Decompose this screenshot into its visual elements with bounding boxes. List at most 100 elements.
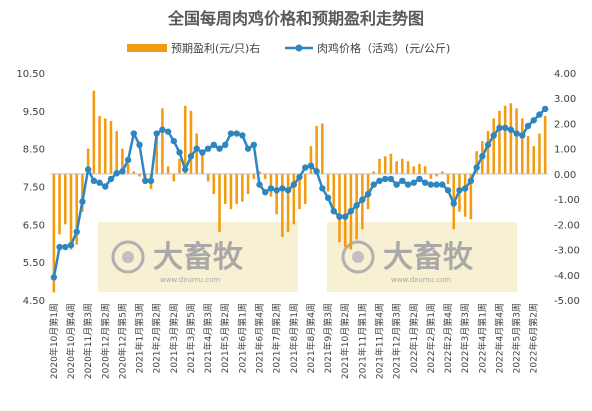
y-right-tick-label: -2.00 [554, 220, 580, 231]
profit-bar [321, 123, 324, 174]
y-left-tick-label: 4.50 [23, 296, 45, 307]
x-tick-label: 2021年11月第1周 [356, 303, 368, 379]
price-point [136, 141, 143, 149]
price-point [73, 228, 80, 236]
watermark-text: 大畜牧 [153, 240, 244, 275]
y-left-tick-label: 6.50 [23, 220, 45, 231]
price-point [79, 198, 86, 205]
price-point [96, 179, 103, 186]
price-point [313, 168, 320, 175]
price-point [381, 175, 389, 183]
profit-bar [498, 110, 501, 174]
price-point [182, 166, 189, 173]
profit-bar [298, 173, 301, 210]
y-axis-right: -5.00 -4.00 -3.00 -2.00 -1.00 0.00 1.00 2.00 3.0… [554, 69, 580, 307]
profit-bar [103, 118, 107, 174]
price-point [444, 187, 452, 194]
x-tick-label: 2022年1月第2周 [408, 303, 420, 373]
x-tick-label: 2021年8月第1周 [288, 303, 300, 373]
price-point [296, 173, 303, 181]
price-point [164, 128, 172, 135]
profit-bar [303, 173, 307, 205]
x-tick-label: 2020年11月第3周 [82, 303, 94, 379]
profit-bar [121, 148, 124, 174]
price-point [193, 145, 200, 152]
price-point [330, 207, 337, 215]
x-tick-label: 2020年10月第4周 [65, 303, 77, 379]
profit-bar [435, 173, 438, 177]
price-point [199, 149, 206, 156]
price-point [84, 166, 92, 173]
profit-bar [69, 173, 73, 250]
price-point [393, 181, 400, 188]
x-tick-label: 2020年10月第1周 [48, 303, 60, 379]
profit-bar [338, 173, 341, 242]
y-right-tick-label: -5.00 [554, 296, 580, 307]
profit-bar [86, 148, 90, 174]
legend: 预期盈利(元/只)右 肉鸡价格（活鸡）(元/公斤) [127, 41, 450, 55]
y-right-tick-label: 0.00 [554, 170, 576, 181]
price-point [404, 181, 412, 188]
profit-bar [509, 103, 513, 174]
price-point [262, 188, 269, 196]
profit-bar [309, 146, 313, 174]
profit-bar [326, 173, 330, 192]
profit-bar [492, 118, 496, 174]
profit-bar [63, 173, 67, 225]
profit-bar [195, 133, 198, 174]
price-point [359, 196, 366, 203]
price-point [222, 141, 229, 149]
price-point [67, 241, 75, 249]
x-tick-label: 2021年12月第3周 [391, 303, 403, 379]
profit-bar [463, 173, 467, 217]
price-point [433, 181, 440, 188]
profit-bar [98, 115, 101, 174]
y-right-tick-label: -1.00 [554, 195, 580, 206]
profit-bar [521, 118, 524, 174]
watermark-url: www.dxumu.com [391, 276, 451, 284]
price-point [507, 126, 515, 133]
watermark-text: 大畜牧 [383, 240, 474, 275]
profit-bar [315, 125, 318, 174]
x-tick-label: 2022年6月第2周 [528, 303, 540, 373]
price-point [170, 137, 178, 145]
price-point [536, 111, 543, 118]
profit-bar [206, 173, 210, 182]
profit-bar [286, 173, 290, 232]
y-axis-left: 4.50 5.50 6.50 7.50 8.50 9.50 10.50 [16, 69, 45, 307]
profit-bar [543, 115, 547, 174]
price-point [473, 164, 480, 171]
legend-label-line: 肉鸡价格（活鸡）(元/公斤) [317, 41, 450, 55]
price-point [250, 141, 257, 149]
watermark-logo-icon [341, 240, 375, 274]
profit-bar [372, 171, 376, 174]
price-point [216, 145, 223, 152]
price-point [484, 141, 492, 149]
x-tick-label: 2021年3月第2周 [168, 303, 180, 373]
price-point [496, 124, 503, 132]
profit-bar [246, 173, 250, 195]
profit-bar [515, 108, 518, 174]
price-point [387, 175, 395, 183]
profit-bar [412, 166, 416, 174]
profit-bar [486, 131, 490, 174]
profit-bar [263, 173, 267, 179]
y-left-tick-label: 5.50 [23, 258, 45, 269]
profit-bars [52, 90, 547, 293]
price-point [227, 130, 235, 137]
price-point [119, 168, 126, 175]
y-right-tick-label: -3.00 [554, 246, 580, 257]
y-right-tick-label: 1.00 [554, 145, 576, 156]
price-point [336, 213, 343, 220]
y-right-tick-label: 3.00 [554, 94, 576, 105]
price-point [107, 175, 115, 183]
price-point [364, 190, 372, 198]
profit-bar [75, 173, 78, 245]
profit-bar [212, 173, 216, 195]
profit-bar [172, 173, 176, 182]
price-point [267, 185, 275, 192]
y-left-tick-label: 10.50 [16, 69, 45, 80]
watermark-right: 大畜牧 www.dxumu.com [327, 222, 517, 292]
profit-bar [406, 161, 410, 174]
price-point [187, 153, 195, 160]
